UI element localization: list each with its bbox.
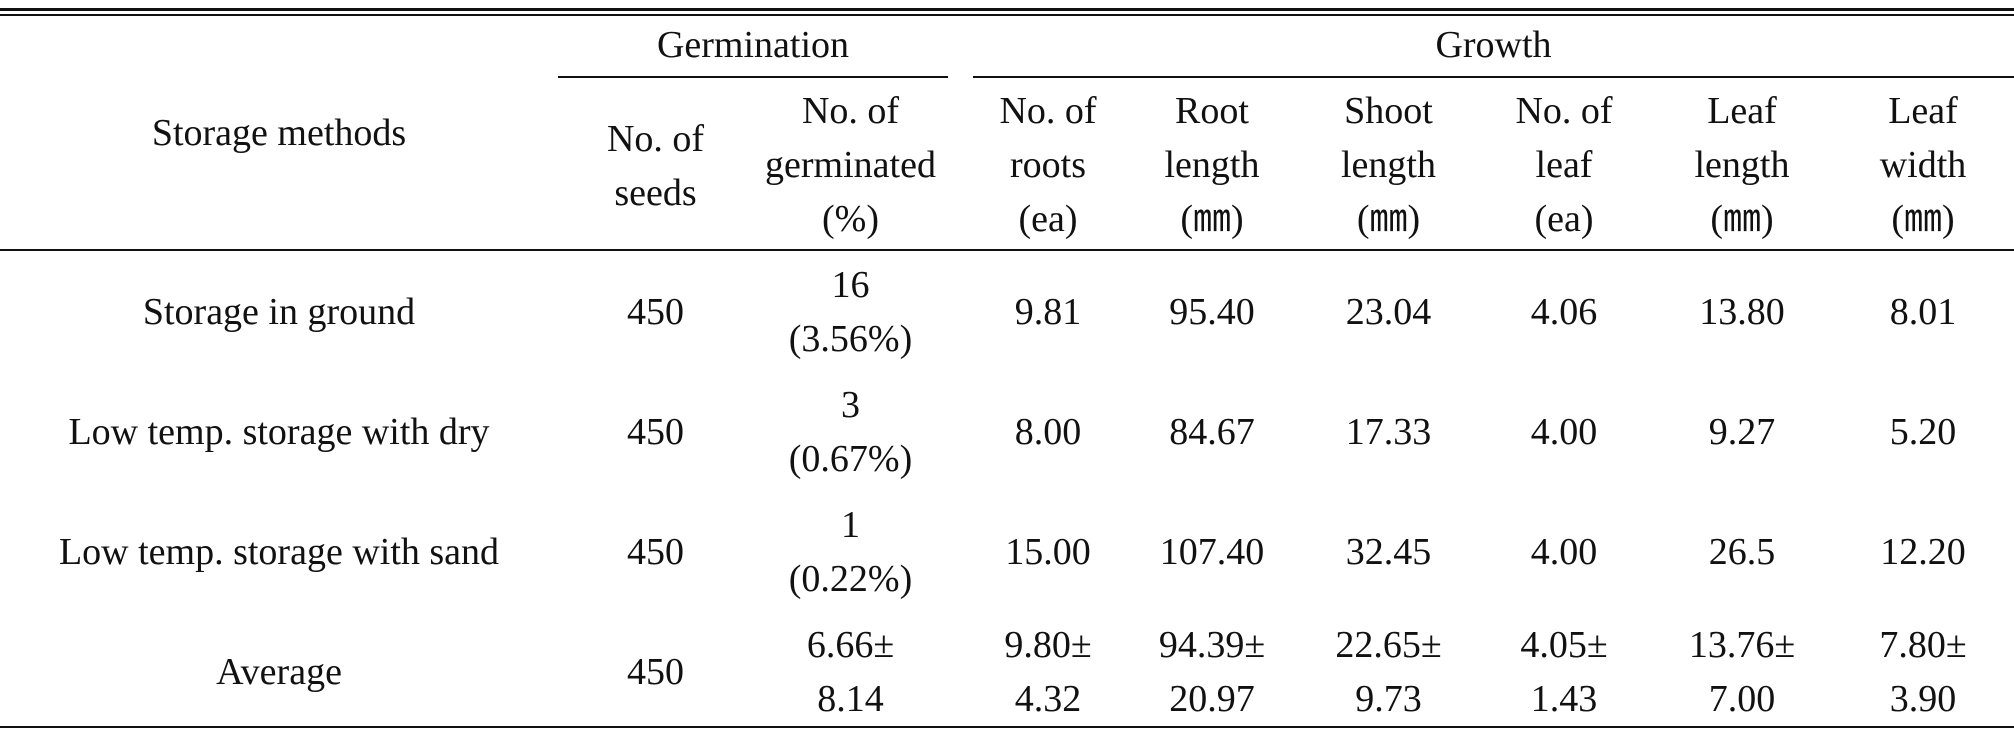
column-header-line: Leaf xyxy=(1888,90,1958,132)
cell-line: 4.32 xyxy=(1014,678,1082,720)
table-cell-shoot-length: 23.04 xyxy=(1345,291,1432,333)
table-cell-shoot-length: 17.33 xyxy=(1345,411,1432,453)
table-cell-leaf: 4.05± 1.43 xyxy=(1476,618,1652,726)
column-header-shoot-length: Shoot length (㎜) xyxy=(1301,84,1476,246)
table-cell-seeds: 450 xyxy=(627,651,684,693)
column-header-line: (ea) xyxy=(1534,198,1594,240)
table-cell-root-length: 95.40 xyxy=(1169,291,1255,333)
table-cell-roots: 8.00 xyxy=(1014,411,1082,453)
cell-line: 3.90 xyxy=(1889,678,1957,720)
column-header-line: roots xyxy=(1010,144,1086,186)
cell-line: (0.22%) xyxy=(788,558,913,600)
table-row-method: Average xyxy=(216,651,342,693)
table-cell-leaf: 4.06 xyxy=(1530,291,1598,333)
table-cell-leaf-width: 5.20 xyxy=(1889,411,1957,453)
table-cell-leaf-width: 8.01 xyxy=(1889,291,1957,333)
column-header-line: (㎜) xyxy=(1180,198,1244,240)
table-cell-germinated: 16 (3.56%) xyxy=(753,258,948,366)
table-cell-root-length: 94.39± 20.97 xyxy=(1123,618,1301,726)
table-cell-root-length: 84.67 xyxy=(1169,411,1255,453)
table-cell-roots: 9.81 xyxy=(1014,291,1082,333)
table-cell-seeds: 450 xyxy=(627,291,684,333)
table-row-method: Storage in ground xyxy=(142,291,416,333)
cell-line: (3.56%) xyxy=(788,318,913,360)
column-header-line: (㎜) xyxy=(1891,198,1955,240)
column-header-no-of-roots: No. of roots (ea) xyxy=(973,84,1123,246)
column-header-no-of-leaf: No. of leaf (ea) xyxy=(1476,84,1652,246)
column-header-line: Leaf xyxy=(1707,90,1777,132)
table-row-method: Low temp. storage with dry xyxy=(68,411,490,453)
table-cell-leaf-length: 13.76± 7.00 xyxy=(1652,618,1832,726)
column-header-no-of-germinated: No. of germinated (%) xyxy=(753,84,948,246)
cell-line: 8.14 xyxy=(817,678,884,720)
table-cell-leaf: 4.00 xyxy=(1530,531,1598,573)
cell-line: 3 xyxy=(841,384,860,426)
table-top-rule xyxy=(0,8,2014,11)
column-header-leaf-length: Leaf length (㎜) xyxy=(1652,84,1832,246)
table-cell-leaf-length: 26.5 xyxy=(1708,531,1776,573)
cell-line: 9.73 xyxy=(1355,678,1422,720)
cell-line: 13.76± xyxy=(1688,624,1796,666)
table-cell-germinated: 6.66± 8.14 xyxy=(753,618,948,726)
table-cell-roots: 9.80± 4.32 xyxy=(973,618,1123,726)
cell-line: (0.67%) xyxy=(788,438,913,480)
group-header-germination: Germination xyxy=(656,24,850,66)
column-header-line: Shoot xyxy=(1344,90,1433,132)
column-header-line: No. of xyxy=(999,90,1097,132)
table-cell-root-length: 107.40 xyxy=(1159,531,1265,573)
table-cell-seeds: 450 xyxy=(627,531,684,573)
header-bottom-rule xyxy=(0,249,2014,251)
cell-line: 22.65± xyxy=(1335,624,1442,666)
cell-line: 94.39± xyxy=(1158,624,1266,666)
table-row-method: Low temp. storage with sand xyxy=(58,531,500,573)
column-header-line: length xyxy=(1694,144,1790,186)
table-cell-leaf-length: 9.27 xyxy=(1708,411,1776,453)
column-header-line: (㎜) xyxy=(1356,198,1421,240)
column-header-line: germinated xyxy=(765,144,936,186)
column-header-line: No. of xyxy=(1515,90,1613,132)
column-header-line: width xyxy=(1879,144,1967,186)
group-header-growth: Growth xyxy=(1435,24,1552,66)
table-cell-leaf-width: 12.20 xyxy=(1880,531,1966,573)
table-cell-germinated: 3 (0.67%) xyxy=(753,378,948,486)
column-header-line: length xyxy=(1164,144,1260,186)
cell-line: 16 xyxy=(831,264,870,306)
growth-group-rule xyxy=(973,76,2014,78)
table-top-rule-inner xyxy=(0,14,2014,16)
table-cell-shoot-length: 22.65± 9.73 xyxy=(1301,618,1476,726)
table-cell-leaf-width: 7.80± 3.90 xyxy=(1832,618,2014,726)
column-header-line: (㎜) xyxy=(1710,198,1774,240)
table-cell-germinated: 1 (0.22%) xyxy=(753,498,948,606)
cell-line: 7.00 xyxy=(1708,678,1776,720)
column-header-line: length xyxy=(1341,144,1436,186)
table-cell-seeds: 450 xyxy=(627,411,684,453)
cell-line: 4.05± xyxy=(1520,624,1608,666)
table-cell-leaf: 4.00 xyxy=(1530,411,1598,453)
column-header-leaf-width: Leaf width (㎜) xyxy=(1832,84,2014,246)
cell-line: 20.97 xyxy=(1169,678,1255,720)
table-cell-roots: 15.00 xyxy=(1005,531,1091,573)
column-header-root-length: Root length (㎜) xyxy=(1123,84,1301,246)
cell-line: 1.43 xyxy=(1530,678,1598,720)
cell-line: 1 xyxy=(841,504,860,546)
column-header-line: Root xyxy=(1175,90,1249,132)
cell-line: 7.80± xyxy=(1879,624,1967,666)
row-header-storage-methods: Storage methods xyxy=(151,112,407,154)
table-cell-shoot-length: 32.45 xyxy=(1345,531,1432,573)
germination-group-rule xyxy=(558,76,948,78)
column-header-no-of-seeds: No. of seeds xyxy=(558,112,753,220)
cell-line: 6.66± xyxy=(806,624,895,666)
table-bottom-rule xyxy=(0,726,2014,728)
table-cell-leaf-length: 13.80 xyxy=(1699,291,1785,333)
column-header-line: No. of xyxy=(801,90,900,132)
column-header-line: (%) xyxy=(822,198,879,240)
cell-line: 9.80± xyxy=(1004,624,1092,666)
column-header-line: No. of xyxy=(606,118,705,160)
column-header-line: seeds xyxy=(614,172,697,214)
column-header-line: leaf xyxy=(1535,144,1593,186)
column-header-line: (ea) xyxy=(1018,198,1078,240)
